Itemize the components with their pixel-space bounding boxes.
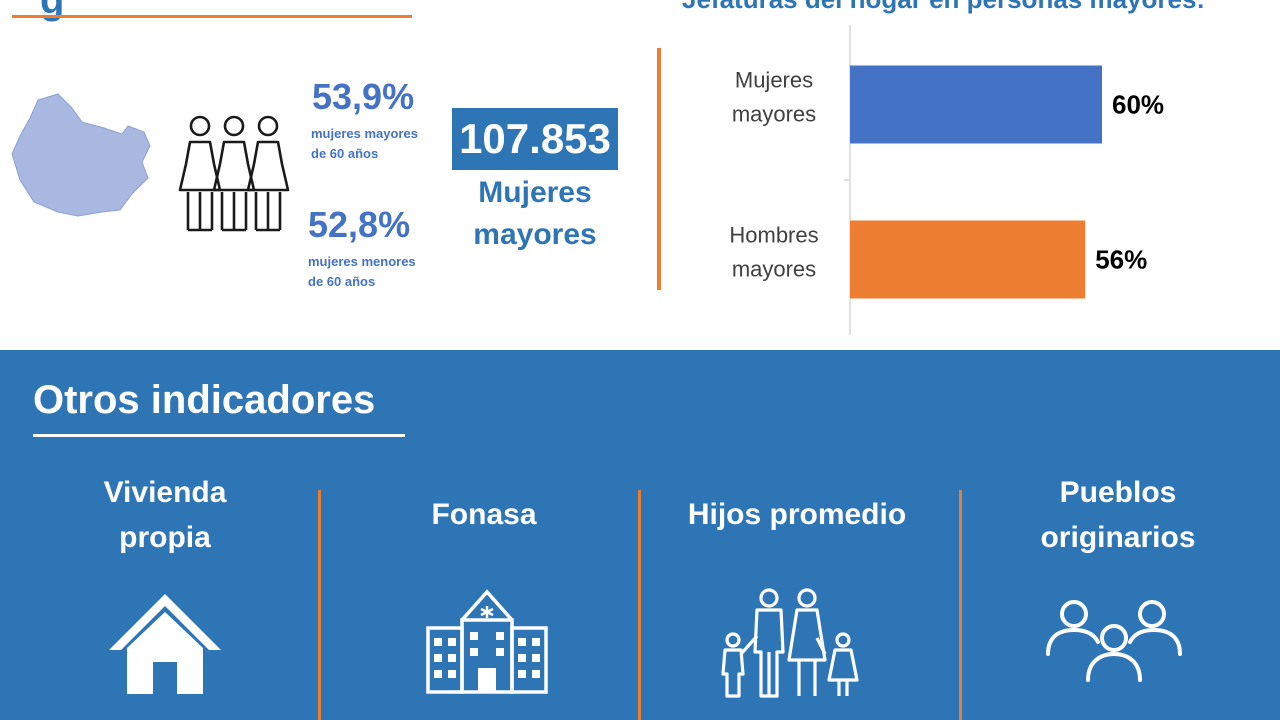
younger-women-label-line2: de 60 años [308,274,376,290]
region-map-icon [11,93,151,217]
indicator-divider [959,490,962,720]
younger-women-pct: 52,8% [308,204,411,245]
indicator-indigenous-title-line1: Pueblos [1059,476,1177,509]
indicator-indigenous: Pueblos originarios [968,470,1268,720]
older-women-label: mujeres mayores de 60 años [311,124,418,164]
category-label: Hombres mayores [729,223,818,282]
older-women-label-line1: mujeres mayores [311,126,418,141]
section-title: Otros indicadores [33,378,376,422]
people-group-icon [1046,600,1182,682]
indicator-indigenous-title-line2: originarios [1040,521,1196,554]
top-panel: g Jefaturas del hogar en personas mayore… [0,0,1280,350]
indicator-housing-title-line2: propia [119,521,211,554]
title-underline [12,15,412,18]
household-head-bar-chart: 60% Mujeres mayores 56% Hombres mayores [729,25,1164,335]
younger-women-label-line1: mujeres menores [308,254,416,269]
section-divider [657,48,661,290]
hospital-icon [426,589,548,694]
chart-title-fragment: Jefaturas del hogar en personas mayores: [682,0,1205,15]
indicator-divider [638,490,641,720]
bar-value-label: 56% [1095,245,1147,275]
younger-women-label: mujeres menores de 60 años [308,252,416,292]
indicator-children-title: Hijos promedio [687,498,907,531]
total-label-line2: mayores [473,218,597,251]
indicator-fonasa-title: Fonasa [431,498,537,531]
indicator-housing-title-line1: Vivienda [103,476,227,509]
bar-1 [850,220,1086,299]
indicator-fonasa: Fonasa [334,470,634,720]
indicators-panel: Otros indicadores Vivienda propia Fonasa [0,350,1280,720]
house-icon [109,594,221,694]
top-title-fragment: g [40,0,65,22]
bar-value-label: 60% [1112,90,1164,120]
family-icon [721,588,859,698]
section-title-underline [33,434,405,437]
older-women-label-line2: de 60 años [311,146,379,162]
total-older-women-label: Mujeres mayores [440,172,630,256]
women-group-icon [178,115,290,232]
total-label-line1: Mujeres [478,176,592,209]
total-older-women-value: 107.853 [452,108,618,170]
category-label: Mujeres mayores [732,68,816,127]
bar-0 [850,65,1102,144]
indicator-divider [318,490,321,720]
older-women-pct: 53,9% [312,76,415,117]
indicator-children: Hijos promedio [647,470,947,720]
indicator-housing: Vivienda propia [15,470,315,720]
